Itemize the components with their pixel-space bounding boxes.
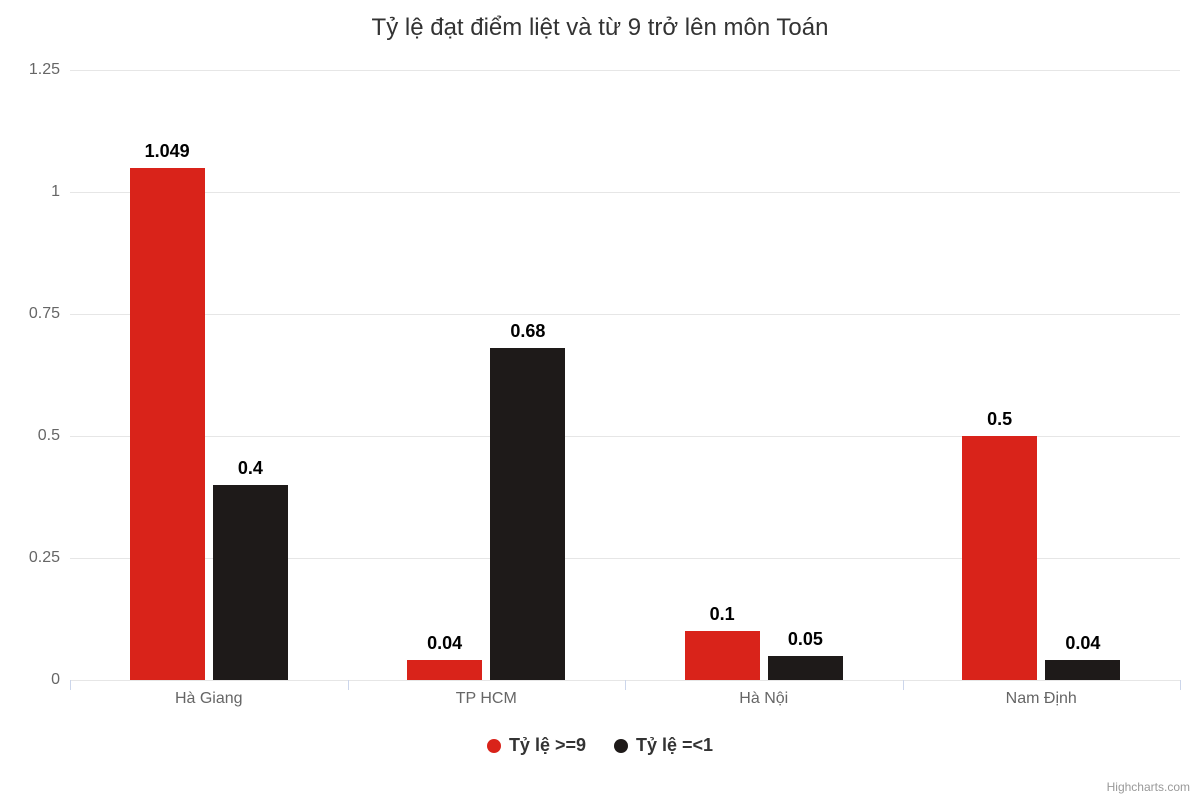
bar-data-label: 0.04	[427, 633, 462, 654]
y-axis-tick-label: 0	[10, 671, 60, 689]
plot-area: 00.250.50.7511.25Hà Giang1.0490.4TP HCM0…	[70, 70, 1180, 680]
bar[interactable]	[490, 348, 565, 680]
legend: Tỷ lệ >=9 Tỷ lệ =<1	[0, 735, 1200, 758]
bar-data-label: 0.1	[710, 604, 735, 625]
credits-link[interactable]: Highcharts.com	[1107, 780, 1190, 794]
gridline	[70, 192, 1180, 193]
x-axis-category-label: Hà Giang	[175, 690, 243, 708]
bar[interactable]	[962, 436, 1037, 680]
x-axis-tick	[903, 680, 904, 690]
legend-label: Tỷ lệ =<1	[636, 735, 713, 756]
legend-item[interactable]: Tỷ lệ =<1	[614, 735, 713, 756]
y-axis-tick-label: 1	[10, 183, 60, 201]
x-axis-category-label: Hà Nội	[739, 690, 788, 708]
x-axis-tick	[348, 680, 349, 690]
x-axis-tick	[1180, 680, 1181, 690]
chart-container: Tỷ lệ đạt điểm liệt và từ 9 trở lên môn …	[0, 0, 1200, 800]
legend-label: Tỷ lệ >=9	[509, 735, 586, 756]
bar[interactable]	[768, 656, 843, 680]
bar[interactable]	[213, 485, 288, 680]
y-axis-tick-label: 0.25	[10, 549, 60, 567]
bar[interactable]	[685, 631, 760, 680]
bar-data-label: 0.4	[238, 458, 263, 479]
x-axis-tick	[625, 680, 626, 690]
x-axis-tick	[70, 680, 71, 690]
x-axis-category-label: TP HCM	[456, 690, 517, 708]
bar[interactable]	[407, 660, 482, 680]
y-axis-tick-label: 1.25	[10, 61, 60, 79]
y-axis-tick-label: 0.5	[10, 427, 60, 445]
gridline	[70, 70, 1180, 71]
bar-data-label: 0.05	[788, 629, 823, 650]
bar-data-label: 0.68	[510, 321, 545, 342]
bar-data-label: 0.5	[987, 409, 1012, 430]
bar-data-label: 0.04	[1065, 633, 1100, 654]
bar[interactable]	[1045, 660, 1120, 680]
bar-data-label: 1.049	[145, 141, 190, 162]
legend-swatch	[614, 739, 628, 753]
y-axis-tick-label: 0.75	[10, 305, 60, 323]
bar[interactable]	[130, 168, 205, 680]
legend-item[interactable]: Tỷ lệ >=9	[487, 735, 586, 756]
gridline	[70, 314, 1180, 315]
legend-swatch	[487, 739, 501, 753]
chart-title: Tỷ lệ đạt điểm liệt và từ 9 trở lên môn …	[0, 14, 1200, 42]
x-axis-category-label: Nam Định	[1006, 690, 1077, 708]
